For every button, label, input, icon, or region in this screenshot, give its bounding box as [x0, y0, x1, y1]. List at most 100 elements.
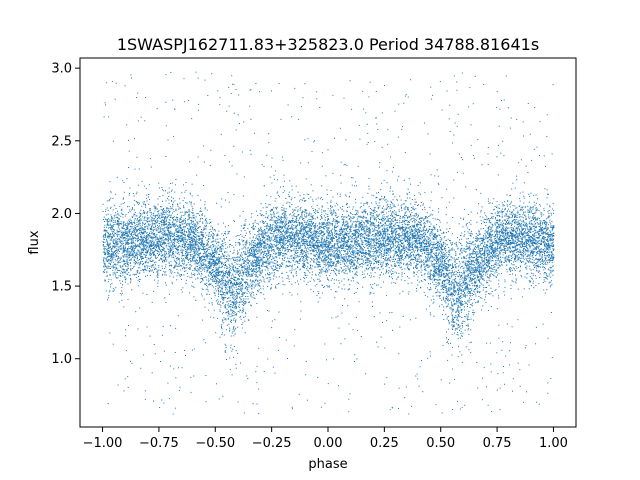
- data-point: [304, 272, 306, 274]
- data-point: [166, 198, 168, 200]
- data-point: [505, 226, 507, 228]
- data-point: [528, 255, 530, 257]
- data-point: [272, 246, 274, 248]
- data-point: [177, 205, 179, 207]
- data-point: [121, 223, 123, 225]
- data-point: [339, 250, 341, 252]
- data-point: [271, 245, 273, 247]
- data-point: [335, 214, 337, 216]
- data-point: [442, 232, 444, 234]
- data-point: [333, 220, 335, 222]
- data-point: [372, 305, 373, 307]
- data-point: [544, 263, 546, 265]
- data-point: [132, 245, 134, 247]
- data-point: [114, 250, 116, 252]
- data-point: [218, 261, 220, 263]
- data-point: [297, 267, 299, 268]
- data-point: [379, 235, 380, 236]
- data-point: [485, 225, 487, 227]
- data-point: [184, 211, 186, 213]
- data-point: [186, 244, 188, 246]
- data-point: [432, 238, 434, 240]
- data-point: [225, 329, 227, 331]
- data-point: [476, 286, 478, 288]
- data-point: [187, 246, 189, 248]
- data-point: [157, 285, 159, 287]
- data-point: [491, 253, 492, 254]
- data-point: [228, 323, 230, 325]
- data-point: [173, 223, 175, 225]
- data-point: [351, 244, 353, 246]
- data-point: [504, 258, 506, 259]
- data-point: [367, 240, 369, 242]
- data-point: [315, 226, 317, 228]
- data-point: [377, 251, 379, 253]
- data-point: [311, 231, 313, 233]
- data-point: [164, 241, 166, 243]
- data-point: [520, 208, 522, 210]
- data-point: [416, 263, 418, 265]
- data-point: [399, 253, 401, 255]
- data-point: [184, 235, 186, 236]
- data-point: [275, 263, 277, 265]
- data-point: [421, 230, 423, 232]
- data-point: [446, 331, 447, 333]
- data-point: [360, 222, 362, 223]
- data-point: [535, 243, 537, 245]
- data-point: [502, 254, 504, 256]
- data-point: [527, 230, 529, 232]
- data-point: [440, 246, 442, 248]
- data-point: [251, 287, 253, 289]
- data-point: [430, 252, 432, 254]
- data-point: [282, 226, 284, 228]
- data-point: [181, 253, 183, 255]
- data-point: [139, 247, 141, 249]
- data-point: [533, 264, 535, 266]
- data-point: [429, 253, 431, 255]
- data-point: [133, 247, 135, 249]
- data-point: [190, 227, 192, 229]
- data-point: [494, 246, 496, 248]
- data-point: [472, 248, 474, 250]
- data-point: [265, 211, 267, 213]
- data-point: [287, 228, 289, 230]
- data-point: [267, 259, 268, 261]
- data-point: [426, 248, 428, 250]
- data-point: [470, 329, 472, 331]
- data-point: [483, 255, 485, 256]
- data-point: [436, 218, 438, 220]
- data-point: [324, 244, 326, 246]
- data-point: [254, 257, 256, 258]
- data-point: [238, 311, 240, 313]
- data-point: [344, 224, 346, 226]
- data-point: [519, 205, 521, 207]
- data-point: [519, 223, 521, 224]
- data-point: [379, 162, 381, 164]
- data-point: [105, 275, 107, 277]
- data-point: [531, 227, 533, 229]
- data-point: [248, 301, 250, 303]
- data-point: [436, 169, 438, 171]
- data-point: [490, 228, 492, 230]
- data-point: [532, 239, 534, 241]
- data-point: [461, 297, 463, 298]
- data-point: [430, 287, 432, 289]
- data-point: [361, 255, 363, 257]
- data-point: [133, 226, 135, 228]
- data-point: [438, 279, 440, 281]
- data-point: [430, 278, 432, 280]
- data-point: [436, 263, 438, 265]
- data-point: [265, 231, 267, 233]
- data-point: [442, 281, 444, 282]
- data-point: [545, 251, 547, 252]
- data-point: [217, 287, 219, 289]
- data-point: [515, 243, 517, 244]
- data-point: [502, 341, 504, 343]
- data-point: [517, 319, 519, 321]
- data-point: [320, 244, 321, 245]
- data-point: [495, 229, 497, 231]
- data-point: [429, 153, 431, 155]
- data-point: [345, 220, 347, 222]
- data-point: [404, 215, 406, 216]
- data-point: [462, 284, 464, 286]
